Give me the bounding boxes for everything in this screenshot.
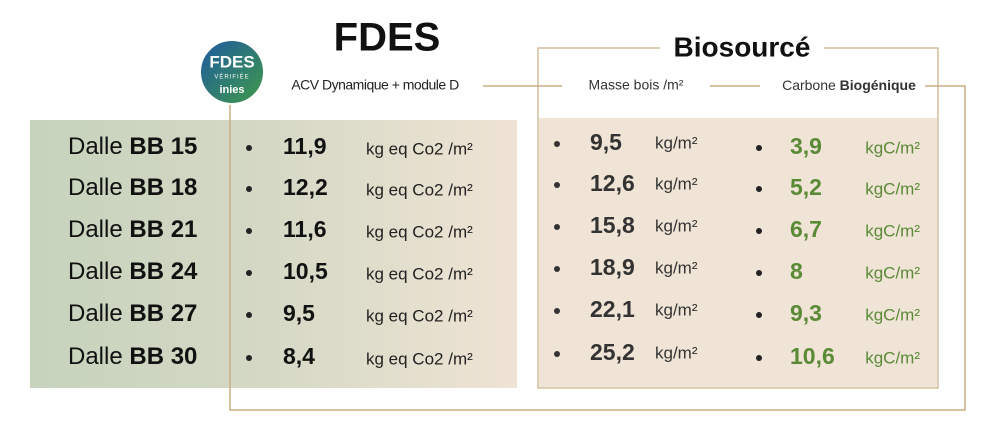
row-label: Dalle BB 24 (68, 258, 198, 285)
carbon-header-plain: Carbone (782, 77, 836, 93)
fdes-unit: kg eq Co2 /m² (366, 349, 473, 368)
fdes-value: 11,6 (283, 216, 327, 242)
bullet (756, 355, 762, 361)
fdes-value: 11,9 (283, 133, 327, 159)
row-label: Dalle BB 15 (68, 133, 197, 160)
row-code: BB 30 (129, 343, 197, 370)
bullet (246, 186, 252, 192)
row-name: Dalle (68, 216, 123, 243)
connector (229, 85, 966, 411)
fdes-value: 8,4 (283, 343, 315, 369)
carbon-unit: kgC/m² (865, 305, 920, 324)
fdes-subtitle: ACV Dynamique + module D (291, 77, 459, 93)
badge-brand: inies (219, 84, 244, 96)
row-code: BB 18 (129, 174, 197, 201)
fdes-unit: kg eq Co2 /m² (366, 264, 473, 283)
bullet (554, 182, 560, 188)
bullet (554, 308, 560, 314)
mass-value: 18,9 (590, 254, 635, 280)
carbon-value: 8 (790, 258, 803, 284)
carbon-value: 6,7 (790, 216, 822, 242)
carbon-header: Carbone Biogénique (782, 77, 916, 93)
bullet (756, 186, 762, 192)
fdes-unit: kg eq Co2 /m² (366, 180, 473, 199)
fdes-value: 10,5 (283, 258, 328, 284)
row-name: Dalle (68, 258, 123, 285)
mass-value: 15,8 (590, 212, 635, 238)
carbon-value: 3,9 (790, 133, 822, 159)
mass-unit: kg/m² (655, 216, 698, 235)
row-label: Dalle BB 21 (68, 216, 197, 243)
carbon-unit: kgC/m² (865, 179, 920, 198)
fdes-title: FDES (334, 16, 441, 60)
biosource-title: Biosourcé (674, 31, 811, 62)
fdes-unit: kg eq Co2 /m² (366, 139, 473, 158)
fdes-panel (30, 120, 517, 388)
mass-unit: kg/m² (655, 300, 698, 319)
row-code: BB 15 (129, 133, 197, 160)
carbon-unit: kgC/m² (865, 348, 920, 367)
bullet (554, 266, 560, 272)
mass-unit: kg/m² (655, 258, 698, 277)
title-gap (660, 36, 824, 62)
fdes-value: 12,2 (283, 174, 328, 200)
bullet (756, 145, 762, 151)
bullet (756, 228, 762, 234)
mass-value: 9,5 (590, 129, 622, 155)
carbon-header-bold: Biogénique (840, 77, 916, 93)
row-label: Dalle BB 30 (68, 343, 197, 370)
mass-header: Masse bois /m² (589, 77, 684, 93)
row-code: BB 27 (129, 300, 197, 327)
carbon-value: 9,3 (790, 300, 822, 326)
bullet (756, 270, 762, 276)
bullet (554, 351, 560, 357)
carbon-unit: kgC/m² (865, 221, 920, 240)
row-code: BB 24 (129, 258, 198, 285)
bullet (246, 228, 252, 234)
badge-top: FDES (209, 52, 254, 71)
bullet (246, 312, 252, 318)
row-name: Dalle (68, 174, 123, 201)
row-label: Dalle BB 27 (68, 300, 197, 327)
bullet (554, 141, 560, 147)
mass-value: 22,1 (590, 296, 635, 322)
carbon-unit: kgC/m² (865, 263, 920, 282)
carbon-value: 5,2 (790, 174, 822, 200)
row-label: Dalle BB 18 (68, 174, 197, 201)
bullet (246, 270, 252, 276)
mass-unit: kg/m² (655, 174, 698, 193)
mass-value: 25,2 (590, 339, 635, 365)
row-code: BB 21 (129, 216, 197, 243)
bullet (246, 355, 252, 361)
fdes-unit: kg eq Co2 /m² (366, 306, 473, 325)
bullet (756, 312, 762, 318)
carbon-unit: kgC/m² (865, 138, 920, 157)
mass-unit: kg/m² (655, 133, 698, 152)
row-name: Dalle (68, 133, 123, 160)
carbon-value: 10,6 (790, 343, 835, 369)
bullet (554, 224, 560, 230)
row-name: Dalle (68, 343, 123, 370)
biosource-panel (539, 118, 937, 387)
badge (199, 39, 265, 105)
bullet (246, 145, 252, 151)
fdes-value: 9,5 (283, 300, 315, 326)
mass-unit: kg/m² (655, 343, 698, 362)
row-name: Dalle (68, 300, 123, 327)
fdes-unit: kg eq Co2 /m² (366, 222, 473, 241)
badge-sub: VÉRIFIÉE (214, 74, 249, 81)
mass-value: 12,6 (590, 170, 635, 196)
